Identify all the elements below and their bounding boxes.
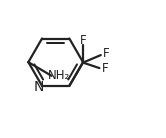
Text: F: F	[103, 47, 110, 60]
Text: F: F	[102, 62, 108, 75]
Text: F: F	[80, 34, 86, 47]
Text: N: N	[34, 80, 44, 94]
Text: NH₂: NH₂	[48, 69, 70, 82]
